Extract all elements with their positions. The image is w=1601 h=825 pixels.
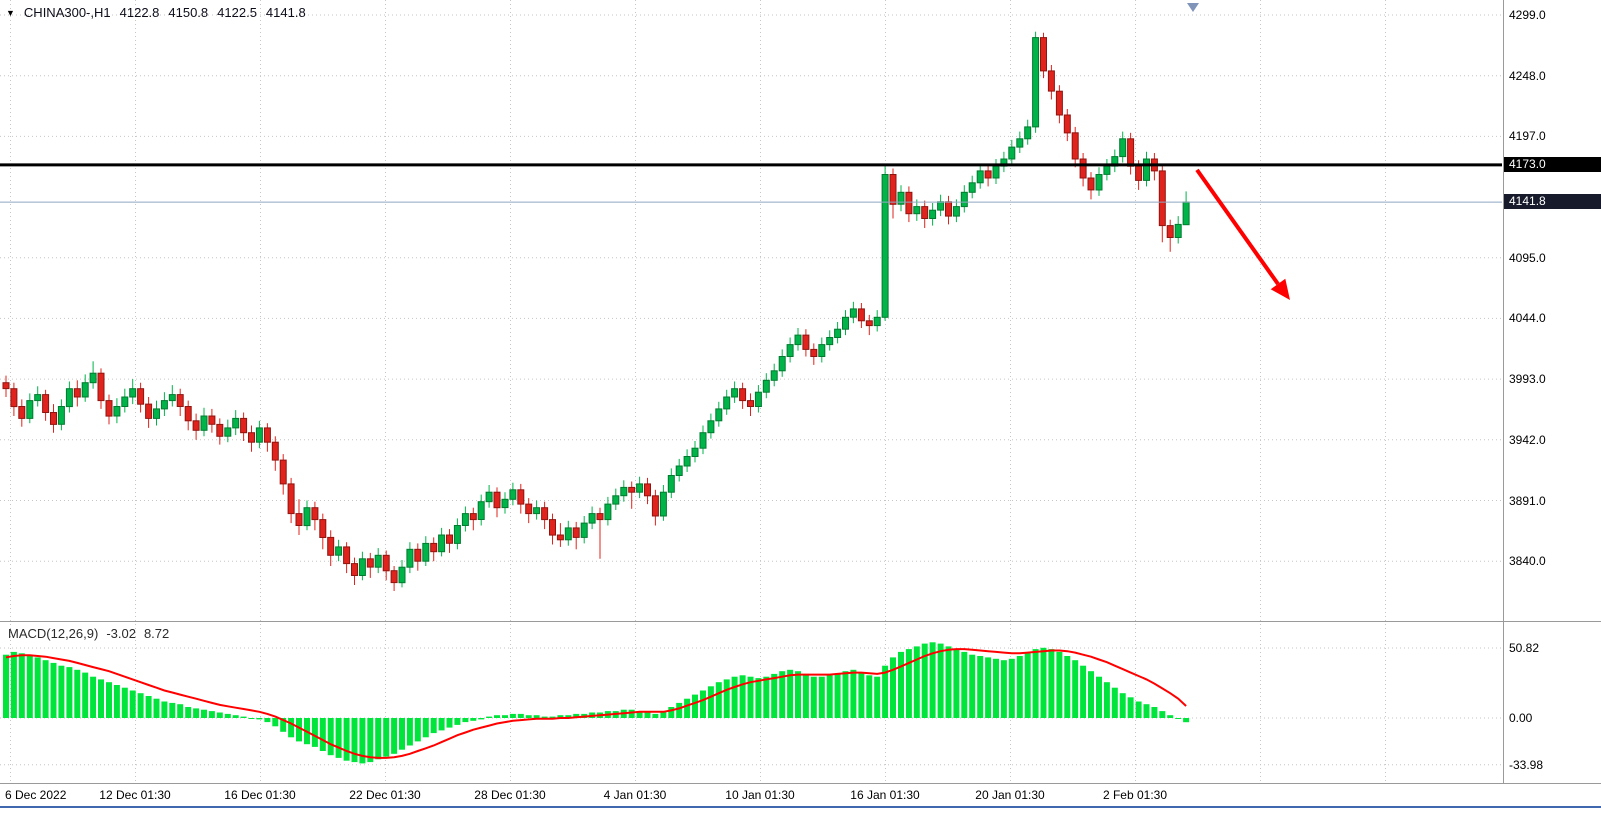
time-axis-label: 20 Jan 01:30 xyxy=(975,788,1045,802)
ohlc-open-value: 4122.8 xyxy=(119,5,160,20)
time-axis-label: 16 Dec 01:30 xyxy=(224,788,296,802)
price-axis-label: 3891.0 xyxy=(1509,494,1546,508)
price-axis-label: 4299.0 xyxy=(1509,8,1546,22)
macd-axis-label: -33.98 xyxy=(1509,758,1544,772)
macd-axis-label: 50.82 xyxy=(1509,641,1540,655)
ohlc-low-value: 4122.5 xyxy=(217,5,257,20)
macd-histogram xyxy=(3,642,1190,764)
macd-signal-line xyxy=(5,648,1187,759)
time-axis-label: 28 Dec 01:30 xyxy=(474,788,546,802)
time-axis-label: 6 Dec 2022 xyxy=(5,788,67,802)
current-price-badge: 4141.8 xyxy=(1504,194,1601,209)
macd-indicator-label: MACD(12,26,9) xyxy=(8,626,99,641)
price-axis-label: 3993.0 xyxy=(1509,372,1546,386)
ohlc-high-value: 4150.8 xyxy=(168,5,209,20)
chart-shift-marker[interactable] xyxy=(1187,3,1199,12)
price-axis-label: 3942.0 xyxy=(1509,433,1546,447)
macd-signal-value: 8.72 xyxy=(143,626,170,641)
symbol-period-label: CHINA300-,H1 xyxy=(23,5,111,20)
symbol-dropdown-icon[interactable]: ▼ xyxy=(6,7,15,18)
time-axis-label: 22 Dec 01:30 xyxy=(349,788,421,802)
price-axis-label: 3840.0 xyxy=(1509,554,1546,568)
time-axis-label: 10 Jan 01:30 xyxy=(725,788,795,802)
macd-main-value: -3.02 xyxy=(106,626,136,641)
macd-header: MACD(12,26,9) -3.02 8.72 xyxy=(8,626,169,641)
hline-price-badge: 4173.0 xyxy=(1504,157,1601,172)
price-axis-label: 4095.0 xyxy=(1509,251,1546,265)
ohlc-close-value: 4141.8 xyxy=(265,5,306,20)
time-axis-label: 16 Jan 01:30 xyxy=(850,788,920,802)
macd-axis-label: 0.00 xyxy=(1509,711,1533,725)
price-axis-label: 4044.0 xyxy=(1509,311,1546,325)
time-axis-label: 4 Jan 01:30 xyxy=(603,788,667,802)
chart-header: ▼ CHINA300-,H1 4122.8 4150.8 4122.5 4141… xyxy=(6,5,306,20)
price-axis-label: 4248.0 xyxy=(1509,69,1546,83)
window-bottom-border xyxy=(0,806,1601,808)
time-axis-label: 12 Dec 01:30 xyxy=(99,788,171,802)
price-axis-label: 4197.0 xyxy=(1509,129,1546,143)
trend-arrow[interactable] xyxy=(1195,168,1290,300)
grid-lines xyxy=(0,0,1502,783)
candlestick-series xyxy=(2,31,1190,591)
time-axis-label: 2 Feb 01:30 xyxy=(1102,788,1168,802)
